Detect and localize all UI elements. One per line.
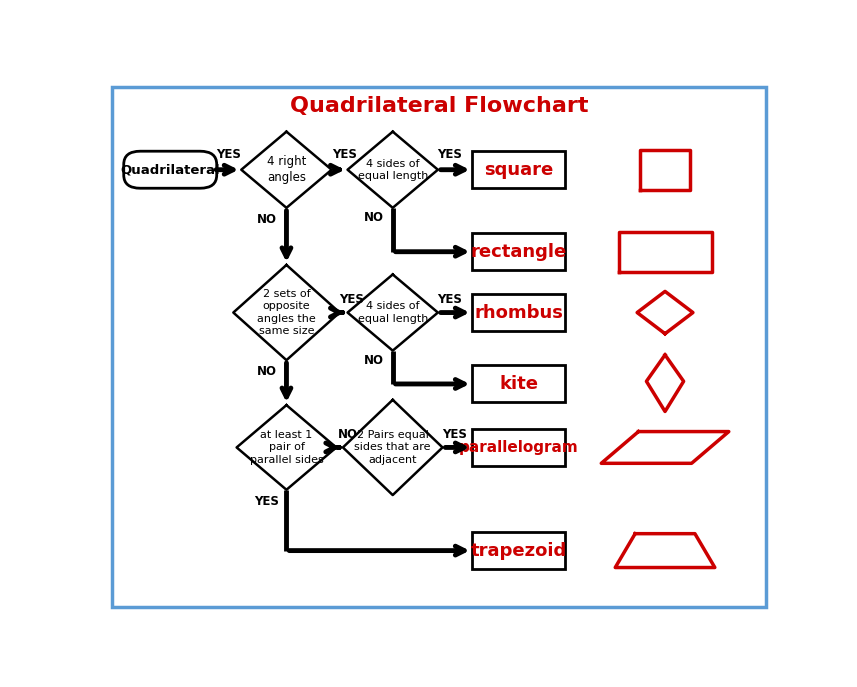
Text: rhombus: rhombus: [475, 304, 563, 322]
Text: kite: kite: [500, 375, 538, 393]
Bar: [472, 294, 566, 331]
Text: square: square: [484, 161, 554, 179]
Text: YES: YES: [339, 293, 364, 306]
Text: NO: NO: [364, 211, 384, 224]
Text: Quadrilateral: Quadrilateral: [121, 164, 220, 177]
Bar: [472, 151, 566, 188]
Polygon shape: [242, 132, 332, 207]
Text: parallelogram: parallelogram: [459, 440, 578, 455]
Text: YES: YES: [333, 148, 357, 161]
Text: YES: YES: [254, 495, 279, 508]
FancyBboxPatch shape: [112, 87, 766, 607]
Text: YES: YES: [216, 148, 241, 161]
Text: NO: NO: [339, 428, 358, 441]
Polygon shape: [637, 291, 693, 334]
Polygon shape: [602, 431, 728, 463]
Polygon shape: [615, 534, 715, 567]
Text: at least 1
pair of
parallel sides: at least 1 pair of parallel sides: [249, 430, 323, 465]
Text: trapezoid: trapezoid: [470, 541, 567, 560]
Polygon shape: [619, 232, 711, 272]
Text: 4 right
angles: 4 right angles: [267, 155, 306, 184]
Polygon shape: [237, 405, 336, 490]
Polygon shape: [640, 150, 690, 190]
Polygon shape: [233, 265, 339, 360]
Text: rectangle: rectangle: [470, 243, 567, 261]
Text: 2 sets of
opposite
angles the
same size: 2 sets of opposite angles the same size: [257, 289, 316, 336]
Text: Quadrilateral Flowchart: Quadrilateral Flowchart: [290, 96, 589, 116]
Polygon shape: [348, 132, 438, 207]
Text: 4 sides of
equal length: 4 sides of equal length: [357, 159, 428, 181]
Polygon shape: [646, 355, 684, 412]
FancyBboxPatch shape: [123, 151, 217, 188]
Bar: [472, 429, 566, 466]
Text: NO: NO: [256, 365, 277, 379]
Polygon shape: [348, 275, 438, 350]
Bar: [472, 233, 566, 270]
Text: YES: YES: [442, 428, 467, 441]
Text: YES: YES: [437, 293, 462, 306]
Text: NO: NO: [256, 213, 277, 226]
Polygon shape: [343, 400, 442, 495]
Text: YES: YES: [437, 148, 462, 161]
Bar: [472, 365, 566, 403]
Text: NO: NO: [364, 354, 384, 367]
Bar: [472, 532, 566, 569]
Text: 4 sides of
equal length: 4 sides of equal length: [357, 302, 428, 324]
Text: 2 Pairs equal
sides that are
adjacent: 2 Pairs equal sides that are adjacent: [355, 430, 431, 465]
